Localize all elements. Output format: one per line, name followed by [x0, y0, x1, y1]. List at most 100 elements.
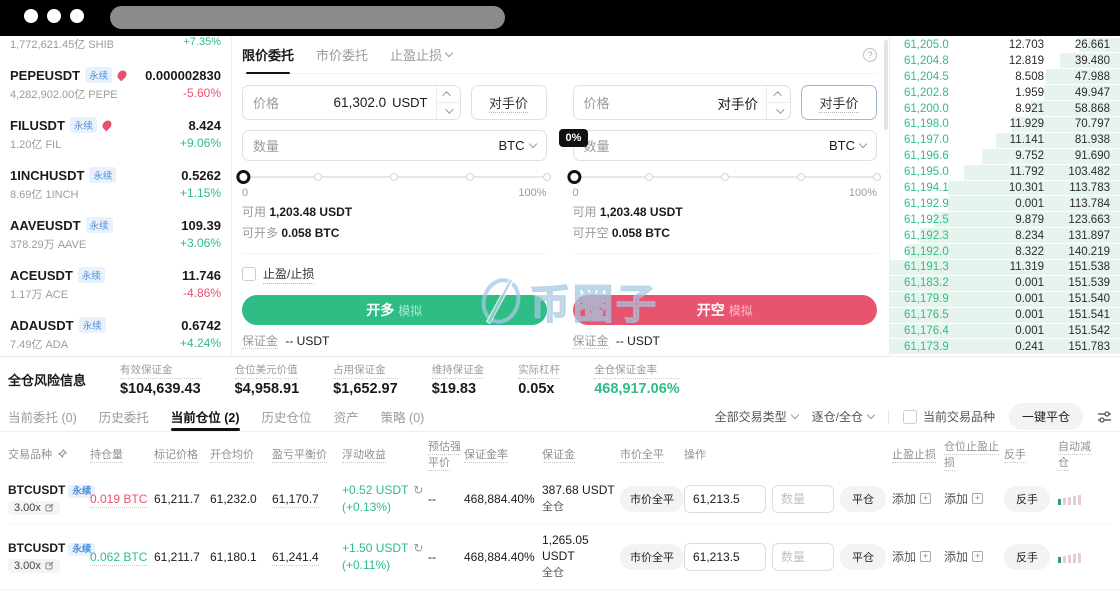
close-position-button[interactable]: 平仓: [840, 543, 886, 570]
help-icon[interactable]: ?: [863, 47, 877, 62]
slider-handle[interactable]: [236, 170, 251, 184]
orderbook-row[interactable]: 61,191.3 11.319 151.538: [890, 259, 1120, 275]
column-settings-icon[interactable]: [1097, 410, 1112, 424]
watchlist-item[interactable]: 1INCHUSDT 永续 0.5262 8.69亿 1INCH +1.15%: [0, 167, 231, 202]
positions-tab[interactable]: 资产: [334, 402, 359, 431]
orderbook-cumulative: 131.897: [1068, 229, 1110, 242]
add-position-tpsl-button[interactable]: 添加 +: [944, 490, 984, 507]
close-position-button[interactable]: 平仓: [840, 485, 886, 512]
orderbook-price: 61,194.1: [904, 181, 949, 194]
orderbook-row[interactable]: 61,192.5 9.879 123.663: [890, 212, 1120, 228]
step-up-button[interactable]: [767, 86, 790, 102]
leverage-pill[interactable]: 3.00x: [8, 500, 60, 515]
current-symbol-checkbox[interactable]: [902, 409, 917, 424]
step-up-button[interactable]: [437, 86, 460, 102]
orderbook-row[interactable]: 61,198.0 11.929 70.797: [890, 116, 1120, 132]
tab-tpsl-order[interactable]: 止盈止损: [390, 45, 454, 64]
market-close-button[interactable]: 市价全平: [620, 543, 684, 570]
watchlist-item[interactable]: AAVEUSDT 永续 109.39 378.29万 AAVE +3.06%: [0, 217, 231, 252]
orderbook-row[interactable]: 61,179.9 0.001 151.540: [890, 291, 1120, 307]
leverage-pill[interactable]: 3.00x: [8, 558, 60, 573]
positions-tab[interactable]: 策略 (0): [381, 402, 425, 431]
watchlist-item[interactable]: FILUSDT 永续 8.424 1.20亿 FIL +9.06%: [0, 117, 231, 152]
counterparty-price-button[interactable]: 对手价: [470, 85, 547, 120]
open-long-button[interactable]: 开多 模拟: [242, 295, 547, 325]
margin-mode-filter[interactable]: 逐仓/全仓: [812, 408, 876, 425]
long-price-input[interactable]: 价格 61,302.0 USDT: [242, 85, 461, 120]
watchlist-item[interactable]: ACEUSDT 永续 11.746 1.17万 ACE -4.86%: [0, 267, 231, 302]
orderbook-cumulative: 103.482: [1068, 166, 1110, 179]
orderbook-row[interactable]: 61,204.8 12.819 39.480: [890, 53, 1120, 69]
open-long-label: 开多: [366, 302, 395, 318]
orderbook-cumulative: 113.783: [1069, 181, 1110, 194]
depth-bar: [890, 307, 1120, 323]
qty-unit-select[interactable]: BTC: [829, 138, 868, 153]
counterparty-price-button[interactable]: 对手价: [801, 85, 877, 120]
step-down-button[interactable]: [436, 102, 460, 119]
short-price-input[interactable]: 价格 对手价: [572, 85, 791, 120]
scrollbar-thumb[interactable]: [884, 40, 888, 130]
orderbook-row[interactable]: 61,183.2 0.001 151.539: [890, 275, 1120, 291]
margin-value: -- USDT: [285, 334, 330, 348]
add-tpsl-button[interactable]: 添加 +: [892, 548, 932, 565]
window-dot[interactable]: [24, 9, 38, 23]
short-qty-input[interactable]: 数量 BTC: [572, 130, 877, 161]
tpsl-checkbox[interactable]: [242, 267, 256, 281]
orderbook-row[interactable]: 61,192.3 8.234 131.897: [890, 228, 1120, 244]
pnl-convert-icon[interactable]: ↻: [413, 483, 424, 498]
tab-market-order[interactable]: 市价委托: [316, 45, 368, 64]
positions-tab[interactable]: 当前委托 (0): [8, 402, 77, 431]
slider-min: 0: [242, 187, 249, 199]
risk-title: 全仓风险信息: [8, 373, 87, 388]
slider-handle[interactable]: [566, 170, 581, 184]
close-price-input[interactable]: [684, 542, 766, 571]
orderbook-row[interactable]: 61,192.9 0.001 113.784: [890, 196, 1120, 212]
short-size-slider[interactable]: [566, 170, 881, 184]
pnl-convert-icon[interactable]: ↻: [413, 541, 424, 556]
reverse-position-button[interactable]: 反手: [1004, 543, 1050, 570]
open-short-button[interactable]: 开空 模拟: [572, 295, 877, 325]
orderbook-row[interactable]: 61,176.5 0.001 151.541: [890, 307, 1120, 323]
qty-unit-select[interactable]: BTC: [499, 138, 537, 153]
address-bar[interactable]: [110, 6, 505, 29]
orderbook-row[interactable]: 61,192.0 8.322 140.219: [890, 244, 1120, 260]
orderbook-row[interactable]: 61,173.9 0.241 151.783: [890, 339, 1120, 355]
close-all-button[interactable]: 一键平仓: [1008, 403, 1083, 430]
reverse-position-button[interactable]: 反手: [1004, 485, 1050, 512]
positions-tab[interactable]: 当前仓位 (2): [170, 402, 240, 431]
pin-icon[interactable]: [57, 448, 68, 459]
trade-type-filter[interactable]: 全部交易类型: [715, 408, 799, 425]
add-position-tpsl-button[interactable]: 添加 +: [944, 548, 984, 565]
margin-mode: 全仓: [542, 501, 564, 514]
orderbook-row[interactable]: 61,196.6 9.752 91.690: [890, 148, 1120, 164]
orderbook-row[interactable]: 61,205.0 12.703 26.661: [890, 37, 1120, 53]
long-qty-input[interactable]: 数量 BTC: [242, 130, 547, 161]
window-dot[interactable]: [70, 9, 84, 23]
orderbook-row[interactable]: 61,197.0 11.141 81.938: [890, 132, 1120, 148]
long-size-slider[interactable]: [236, 170, 551, 184]
orderbook-row[interactable]: 61,202.8 1.959 49.947: [890, 85, 1120, 101]
close-qty-input[interactable]: [772, 542, 834, 571]
watchlist-partial-row[interactable]: 1,772,621.45亿 SHIB +7.35%: [0, 36, 231, 52]
close-price-input[interactable]: [684, 484, 766, 513]
market-close-button[interactable]: 市价全平: [620, 485, 684, 512]
tab-limit-order[interactable]: 限价委托: [242, 45, 294, 74]
orderbook-row[interactable]: 61,204.5 8.508 47.988: [890, 69, 1120, 85]
orderbook-amount: 11.792: [1009, 166, 1044, 179]
positions-tab[interactable]: 历史委托: [99, 402, 149, 431]
step-down-button[interactable]: [767, 102, 790, 119]
orderbook-row[interactable]: 61,195.0 11.792 103.482: [890, 164, 1120, 180]
orderbook-row[interactable]: 61,200.0 8.921 58.868: [890, 101, 1120, 117]
positions-tab[interactable]: 历史仓位: [262, 402, 312, 431]
watchlist-item[interactable]: ADAUSDT 永续 0.6742 7.49亿 ADA +4.24%: [0, 317, 231, 352]
watchlist-item[interactable]: PEPEUSDT 永续 0.000002830 4,282,902.00亿 PE…: [0, 67, 231, 102]
close-qty-input[interactable]: [772, 484, 834, 513]
qty-unit-label: BTC: [829, 138, 855, 153]
window-dot[interactable]: [47, 9, 61, 23]
add-tpsl-button[interactable]: 添加 +: [892, 490, 932, 507]
orderbook-row[interactable]: 61,194.1 10.301 113.783: [890, 180, 1120, 196]
price-unit: USDT: [392, 95, 428, 110]
orderbook-row[interactable]: 61,176.4 0.001 151.542: [890, 323, 1120, 339]
plus-icon: +: [972, 551, 984, 563]
slider-min: 0: [572, 187, 579, 199]
